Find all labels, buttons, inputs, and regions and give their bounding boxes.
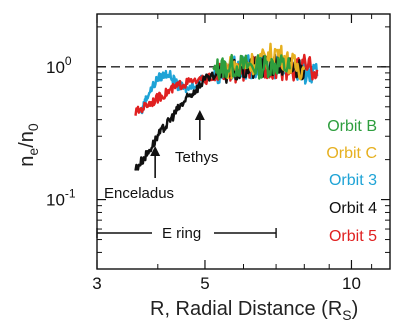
annotation-tethys: Tethys [175, 149, 218, 166]
y-tick-label: 10-1 [46, 187, 76, 210]
y-axis-title-mid: /n [16, 131, 38, 148]
y-axis-title: ne/n0 [16, 123, 41, 167]
y-axis-title-sub-e: e [25, 148, 41, 156]
y-axis-title-sub-0: 0 [25, 123, 41, 131]
x-tick-label: 3 [92, 274, 101, 293]
legend-entry-orbit-c: Orbit C [326, 145, 377, 162]
annotation-enceladus: Enceladus [104, 185, 174, 202]
legend-entry-orbit-5: Orbit 5 [329, 228, 377, 245]
y-tick-label: 100 [46, 54, 72, 77]
tethys-arrow-head [194, 110, 205, 120]
x-tick-label: 5 [200, 274, 209, 293]
x-tick-label: 10 [342, 274, 361, 293]
y-tick-exponent: 0 [65, 54, 72, 68]
legend-entry-orbit-3: Orbit 3 [329, 172, 377, 189]
y-axis-title-n: n [16, 156, 38, 167]
legend-entry-orbit-4: Orbit 4 [329, 200, 377, 217]
y-tick-base: 10 [46, 58, 65, 77]
x-axis-title-end: ) [352, 298, 359, 320]
y-tick-exponent: -1 [65, 187, 76, 201]
legend-entry-orbit-b: Orbit B [327, 118, 377, 135]
enceladus-arrow-head [150, 146, 161, 156]
axis-ticks [96, 14, 391, 269]
series-group [134, 42, 319, 171]
annotation-marks [96, 110, 277, 238]
x-tick-labels: 3 5 10 [92, 274, 361, 293]
y-tick-base: 10 [46, 191, 65, 210]
x-axis-title-sub: S [342, 307, 351, 321]
x-axis-title: R, Radial Distance (RS) [150, 298, 358, 321]
annotation-e-ring: E ring [162, 225, 201, 242]
legend: Orbit B Orbit C Orbit 3 Orbit 4 Orbit 5 [326, 118, 377, 245]
series-line-orbit-b [212, 53, 291, 81]
x-axis-title-main: R, Radial Distance (R [150, 298, 342, 320]
